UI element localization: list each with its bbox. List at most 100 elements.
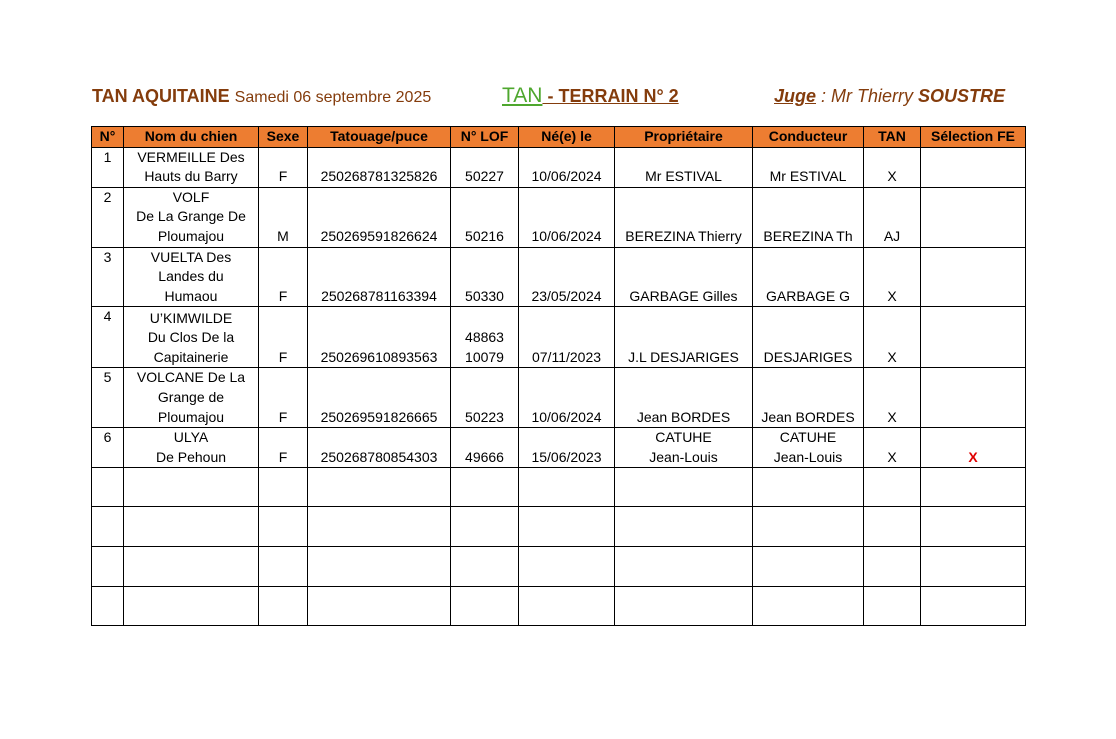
column-header-sex: Sexe <box>258 126 308 148</box>
cell-selection <box>920 586 1026 627</box>
cell-lof <box>450 586 519 627</box>
cell-sex <box>258 506 308 548</box>
cell-dog-name: ULYA De Pehoun <box>123 427 259 469</box>
cell-birth-date: 07/11/2023 <box>518 306 615 369</box>
cell-number <box>91 467 124 508</box>
cell-tattoo <box>307 506 451 548</box>
organization-name: TAN AQUITAINE <box>92 86 230 106</box>
event-date: Samedi 06 septembre 2025 <box>234 89 432 106</box>
cell-lof: 50330 <box>450 246 519 308</box>
cell-tan <box>863 506 921 548</box>
cell-selection <box>920 246 1026 308</box>
cell-tattoo: 250268780854303 <box>307 427 451 469</box>
cell-selection <box>920 546 1026 588</box>
table-header-row: N° Nom du chien Sexe Tatouage/puce N° LOF Né(… <box>91 126 1026 148</box>
cell-owner: Jean BORDES <box>614 367 753 429</box>
cell-lof: 50223 <box>450 367 519 429</box>
cell-number: 5 <box>91 367 124 429</box>
cell-owner <box>614 546 753 588</box>
judge-name: SOUSTRE <box>918 86 1006 106</box>
column-header-owner: Propriétaire <box>614 126 753 148</box>
cell-birth-date <box>518 506 615 548</box>
cell-dog-name: U’KIMWILDE Du Clos De la Capitainerie <box>123 306 259 369</box>
column-header-lof: N° LOF <box>450 126 519 148</box>
cell-handler: GARBAGE G <box>752 246 864 308</box>
cell-tan: X <box>863 427 921 469</box>
cell-tattoo: 250268781163394 <box>307 246 451 308</box>
cell-owner: GARBAGE Gilles <box>614 246 753 308</box>
cell-lof: 48863 10079 <box>450 306 519 369</box>
cell-selection <box>920 367 1026 429</box>
cell-birth-date <box>518 467 615 508</box>
cell-sex <box>258 586 308 627</box>
cell-handler: DESJARIGES <box>752 306 864 369</box>
cell-tan <box>863 586 921 627</box>
cell-dog-name: VOLF De La Grange De Ploumajou <box>123 186 259 248</box>
table-row: 6 ULYA De Pehoun F 250268780854303 49666 15/0… <box>91 427 1026 469</box>
cell-dog-name <box>123 586 259 627</box>
cell-tan <box>863 467 921 508</box>
cell-dog-name <box>123 506 259 548</box>
cell-tan: X <box>863 146 921 188</box>
cell-lof <box>450 546 519 588</box>
column-header-birth-date: Né(e) le <box>518 126 615 148</box>
cell-handler <box>752 546 864 588</box>
cell-handler: BEREZINA Th <box>752 186 864 248</box>
cell-owner: CATUHE Jean-Louis <box>614 427 753 469</box>
cell-owner: Mr ESTIVAL <box>614 146 753 188</box>
cell-handler <box>752 506 864 548</box>
cell-birth-date: 10/06/2024 <box>518 367 615 429</box>
cell-sex: F <box>258 246 308 308</box>
cell-sex: F <box>258 306 308 369</box>
table-row: 1 VERMEILLE Des Hauts du Barry F 2502687813… <box>91 146 1026 188</box>
cell-number <box>91 586 124 627</box>
cell-number: 6 <box>91 427 124 469</box>
cell-lof: 50227 <box>450 146 519 188</box>
cell-number <box>91 546 124 588</box>
cell-number: 2 <box>91 186 124 248</box>
cell-lof <box>450 506 519 548</box>
cell-sex <box>258 467 308 508</box>
cell-dog-name <box>123 546 259 588</box>
dog-list-table: N° Nom du chien Sexe Tatouage/puce N° LOF Né(… <box>91 126 1026 627</box>
cell-lof: 50216 <box>450 186 519 248</box>
column-header-selection: Sélection FE <box>920 126 1026 148</box>
table-row: 4 U’KIMWILDE Du Clos De la Capitainerie F 2… <box>91 306 1026 369</box>
cell-sex <box>258 546 308 588</box>
cell-tan: X <box>863 246 921 308</box>
table-row <box>91 546 1026 588</box>
cell-tattoo <box>307 467 451 508</box>
cell-owner: BEREZINA Thierry <box>614 186 753 248</box>
cell-lof: 49666 <box>450 427 519 469</box>
table-row: 5 VOLCANE De La Grange de Ploumajou F 25026… <box>91 367 1026 429</box>
cell-birth-date: 15/06/2023 <box>518 427 615 469</box>
cell-birth-date <box>518 546 615 588</box>
cell-tattoo: 250269591826624 <box>307 186 451 248</box>
cell-handler: CATUHE Jean-Louis <box>752 427 864 469</box>
cell-tattoo <box>307 546 451 588</box>
cell-sex: F <box>258 367 308 429</box>
cell-selection <box>920 186 1026 248</box>
cell-selection <box>920 306 1026 369</box>
judge-info: Juge : Mr Thierry SOUSTRE <box>774 86 1005 107</box>
cell-handler: Jean BORDES <box>752 367 864 429</box>
table-row: 2 VOLF De La Grange De Ploumajou M 25026959… <box>91 186 1026 248</box>
cell-selection <box>920 146 1026 188</box>
cell-selection: X <box>920 427 1026 469</box>
column-header-handler: Conducteur <box>752 126 864 148</box>
cell-tan <box>863 546 921 588</box>
cell-selection <box>920 467 1026 508</box>
cell-owner: J.L DESJARIGES <box>614 306 753 369</box>
cell-birth-date: 10/06/2024 <box>518 186 615 248</box>
cell-dog-name: VERMEILLE Des Hauts du Barry <box>123 146 259 188</box>
table-row <box>91 586 1026 627</box>
terrain-label: - TERRAIN N° 2 <box>542 86 679 106</box>
column-header-number: N° <box>91 126 124 148</box>
cell-tattoo: 250269610893563 <box>307 306 451 369</box>
cell-birth-date <box>518 586 615 627</box>
terrain-title: TAN - TERRAIN N° 2 <box>502 84 679 108</box>
cell-tan: X <box>863 306 921 369</box>
cell-sex: M <box>258 186 308 248</box>
column-header-tattoo: Tatouage/puce <box>307 126 451 148</box>
cell-dog-name: VOLCANE De La Grange de Ploumajou <box>123 367 259 429</box>
